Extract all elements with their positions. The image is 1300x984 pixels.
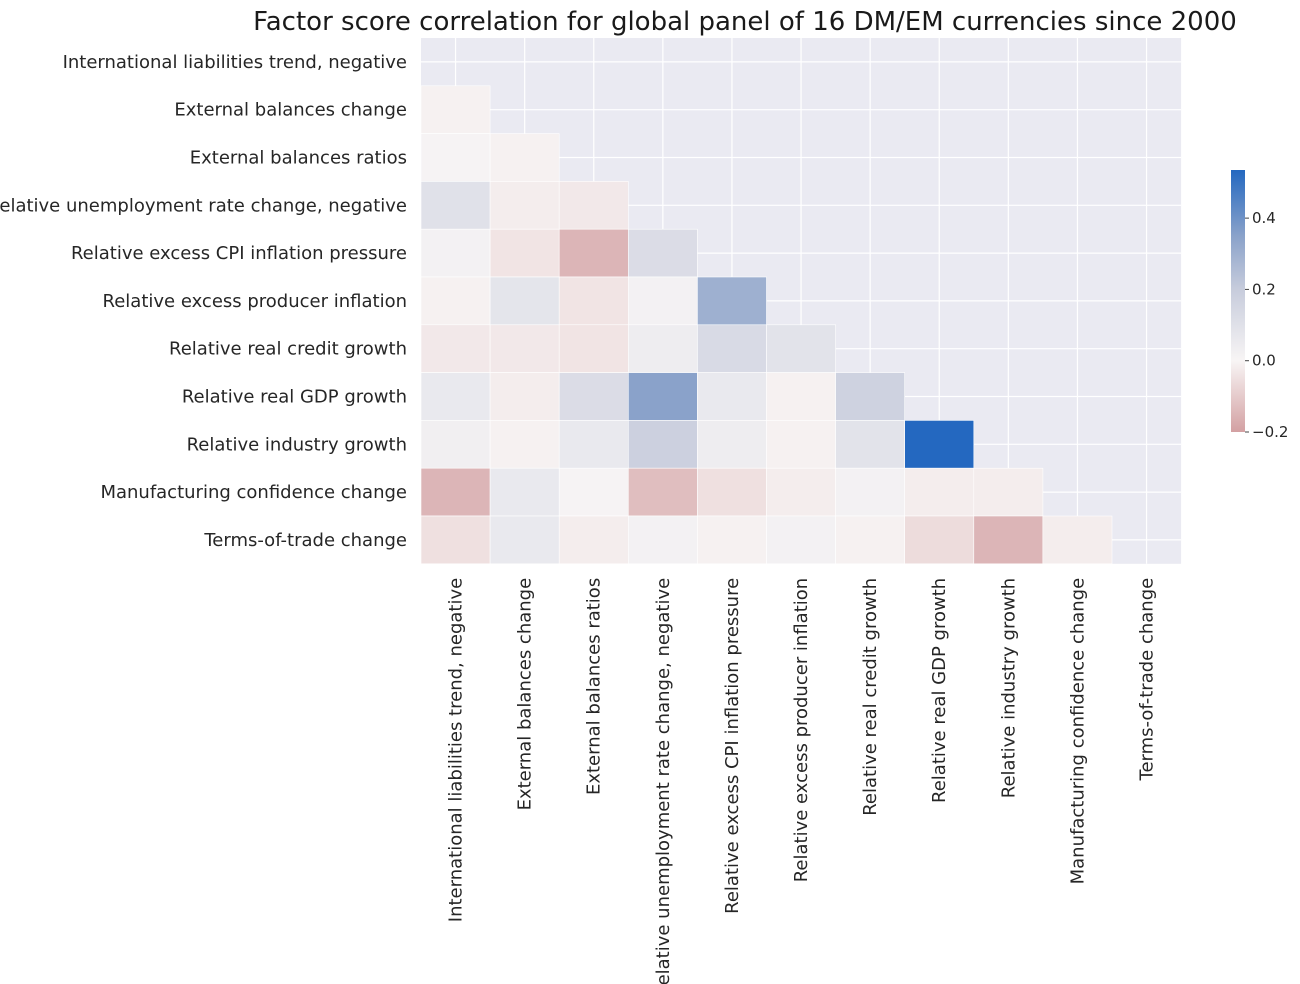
heatmap-cell [973,515,1044,565]
heatmap-cell [489,515,560,565]
heatmap-cell [420,85,491,134]
heatmap-cell [489,133,560,182]
x-tick-label: Relative real GDP growth [929,578,950,803]
heatmap-cell [489,372,560,421]
heatmap-cell [766,420,836,469]
heatmap-cell [697,420,767,469]
x-tick-label: Relative excess producer inflation [791,578,812,882]
y-tick-label: Relative real credit growth [169,339,407,360]
heatmap-cell [489,467,560,517]
heatmap-cell [627,515,698,565]
x-tick-label: International liabilities trend, negativ… [446,578,467,922]
x-tick-label: External balances ratios [584,578,605,795]
heatmap-cell [420,467,491,517]
heatmap-cell [558,181,629,230]
heatmap-cell [627,228,698,278]
heatmap-cell [420,372,491,421]
heatmap-cell [558,276,629,326]
colorbar: −0.2 0.0 0.2 0.4 [1231,170,1288,441]
heatmap-cell [420,133,491,182]
heatmap-cells [420,85,1113,565]
heatmap-cell [697,276,767,326]
heatmap-cell [835,372,905,421]
chart-title: Factor score correlation for global pane… [253,7,1237,37]
y-axis-labels: International liabilities trend, negativ… [0,52,407,551]
colorbar-tick-label: 0.0 [1252,352,1276,370]
y-tick-label: Relative unemployment rate change, negat… [0,195,407,216]
x-tick-label: Relative unemployment rate change, negat… [653,578,674,984]
heatmap-cell [697,324,767,373]
heatmap-cell [835,515,905,565]
heatmap-cell [835,467,905,517]
heatmap-cell [697,467,767,517]
y-tick-label: Relative excess CPI inflation pressure [71,243,407,264]
x-tick-label: Relative excess CPI inflation pressure [722,578,743,914]
heatmap-cell [489,181,560,230]
x-tick-label: External balances change [515,578,536,811]
y-tick-label: Relative excess producer inflation [103,291,407,312]
heatmap-cell [766,467,836,517]
heatmap-cell [420,420,491,469]
heatmap-cell [420,228,491,278]
heatmap-cell [489,228,560,278]
heatmap-cell [627,467,698,517]
heatmap-cell [904,420,975,469]
heatmap-cell [904,467,975,517]
heatmap-cell [697,515,767,565]
heatmap-cell [558,420,629,469]
heatmap-cell [558,467,629,517]
heatmap-cell [627,420,698,469]
heatmap-cell [489,324,560,373]
y-tick-label: Relative industry growth [187,434,407,455]
colorbar-tick-label: 0.4 [1252,209,1276,227]
heatmap-cell [973,467,1044,517]
x-tick-label: Terms-of-trade change [1137,578,1158,782]
y-tick-label: Manufacturing confidence change [100,482,407,503]
heatmap-cell [1042,515,1113,565]
x-axis-labels: International liabilities trend, negativ… [446,578,1158,984]
heatmap-cell [627,276,698,326]
heatmap-cell [558,228,629,278]
heatmap-cell [558,372,629,421]
heatmap-cell [697,372,767,421]
heatmap-cell [766,324,836,373]
colorbar-tick-label: 0.2 [1252,280,1276,298]
heatmap-cell [558,324,629,373]
y-tick-label: Relative real GDP growth [182,387,407,408]
heatmap-cell [489,420,560,469]
heatmap-cell [766,515,836,565]
heatmap-cell [420,515,491,565]
y-tick-label: International liabilities trend, negativ… [63,52,407,73]
heatmap-cell [420,181,491,230]
colorbar-gradient [1231,170,1245,432]
x-tick-label: Relative real credit growth [860,578,881,816]
heatmap-cell [627,372,698,421]
heatmap-cell [766,372,836,421]
heatmap-cell [835,420,905,469]
x-tick-label: Manufacturing confidence change [1067,578,1088,885]
heatmap-cell [904,515,975,565]
y-tick-label: External balances change [174,100,407,121]
y-tick-label: External balances ratios [190,148,407,169]
heatmap-cell [420,324,491,373]
heatmap-cell [627,324,698,373]
colorbar-tick-label: −0.2 [1252,423,1288,441]
y-tick-label: Terms-of-trade change [203,530,407,551]
heatmap-cell [489,276,560,326]
heatmap-cell [558,515,629,565]
heatmap-cell [420,276,491,326]
x-tick-label: Relative industry growth [998,578,1019,798]
